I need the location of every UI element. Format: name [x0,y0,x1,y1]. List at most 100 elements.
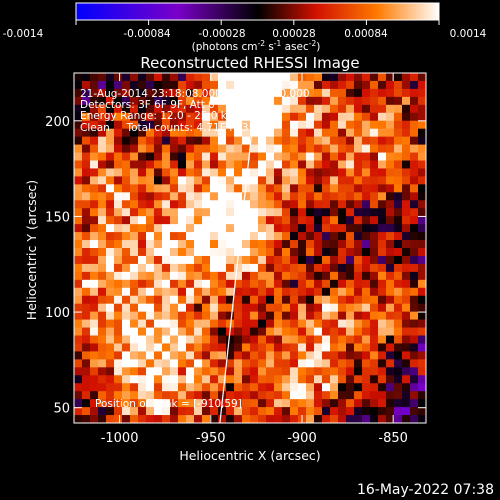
heatmap-cell [298,176,307,185]
heatmap-cell [178,96,187,106]
heatmap-cell [242,160,251,169]
heatmap-cell [130,327,139,336]
peak-position-label: Position of Peak = [-910,59] [95,398,242,410]
heatmap-cell [274,144,283,153]
heatmap-cell [370,168,379,177]
heatmap-cell [338,343,347,352]
heatmap-cell [210,120,219,130]
heatmap-cell [258,375,267,384]
heatmap-cell [130,96,139,106]
heatmap-cell [402,104,411,114]
heatmap-cell [122,271,131,281]
heatmap-cell [122,80,131,90]
heatmap-cell [106,224,115,233]
heatmap-cell [362,335,371,344]
heatmap-cell [210,128,219,138]
heatmap-cell [146,248,155,257]
heatmap-cell [154,407,163,416]
heatmap-cell [258,128,267,138]
heatmap-cell [250,279,259,289]
heatmap-cell [162,120,171,130]
heatmap-cell [306,335,315,344]
heatmap-cell [266,160,275,169]
heatmap-cell [234,367,243,376]
heatmap-cell [178,263,187,273]
heatmap-cell [306,144,315,153]
heatmap-cell [90,120,99,130]
heatmap-cell [154,240,163,249]
heatmap-cell [138,271,147,281]
heatmap-cell [114,240,123,249]
heatmap-cell [290,136,299,145]
heatmap-cell [346,136,355,145]
colorbar-ticks [75,20,440,25]
heatmap-cell [306,216,315,225]
heatmap-cell [362,216,371,225]
heatmap-cell [114,391,123,400]
heatmap-cell [154,303,163,313]
heatmap-cell [234,160,243,169]
heatmap-cell [394,303,403,313]
heatmap-cell [138,399,147,408]
heatmap-cell [146,303,155,313]
heatmap-cell [90,327,99,336]
heatmap-cell [202,263,211,273]
heatmap-cell [114,359,123,368]
heatmap-cell [98,216,107,225]
heatmap-cell [170,88,179,98]
heatmap-cell [258,367,267,376]
heatmap-cell [186,311,195,320]
heatmap-cell [314,295,323,305]
heatmap-cell [210,240,219,249]
heatmap-cell [122,208,131,217]
heatmap-cell [226,255,235,265]
heatmap-cell [234,271,243,281]
y-tick-label: 150 [45,210,70,225]
heatmap-cell [258,112,267,122]
heatmap-cell [146,359,155,368]
heatmap-cell [138,112,147,122]
heatmap-cell [314,240,323,249]
heatmap-cell [274,176,283,185]
heatmap-cell [186,415,195,423]
heatmap-cell [410,248,419,257]
heatmap-cell [114,248,123,257]
heatmap-cell [122,88,131,98]
heatmap-cell [266,192,275,201]
heatmap-cell [378,399,387,408]
heatmap-cell [130,375,139,384]
heatmap-cell [370,255,379,265]
heatmap-cell [290,391,299,400]
heatmap-cell [330,359,339,368]
heatmap-cell [402,152,411,161]
heatmap-cell [202,415,211,423]
heatmap-cell [234,319,243,328]
heatmap-cell [154,192,163,201]
heatmap-cell [298,263,307,273]
heatmap-cell [370,319,379,328]
heatmap-cell [346,192,355,201]
heatmap-cell [402,295,411,305]
heatmap-cell [346,407,355,416]
heatmap-cell [330,248,339,257]
heatmap-cell [282,279,291,289]
heatmap-cell [298,335,307,344]
heatmap-cell [338,407,347,416]
heatmap-cell [210,367,219,376]
heatmap-cell [170,359,179,368]
heatmap-cell [218,184,227,193]
heatmap-cell [234,287,243,297]
heatmap-cell [226,73,235,82]
heatmap-cell [162,80,171,90]
heatmap-cell [370,367,379,376]
heatmap-cell [250,208,259,217]
heatmap-cell [402,407,411,416]
heatmap-cell [410,144,419,153]
heatmap-cell [154,359,163,368]
heatmap-cell [290,120,299,130]
heatmap-cell [314,176,323,185]
heatmap-cell [282,240,291,249]
heatmap-cell [226,407,235,416]
heatmap-cell [234,351,243,360]
heatmap-cell [194,160,203,169]
